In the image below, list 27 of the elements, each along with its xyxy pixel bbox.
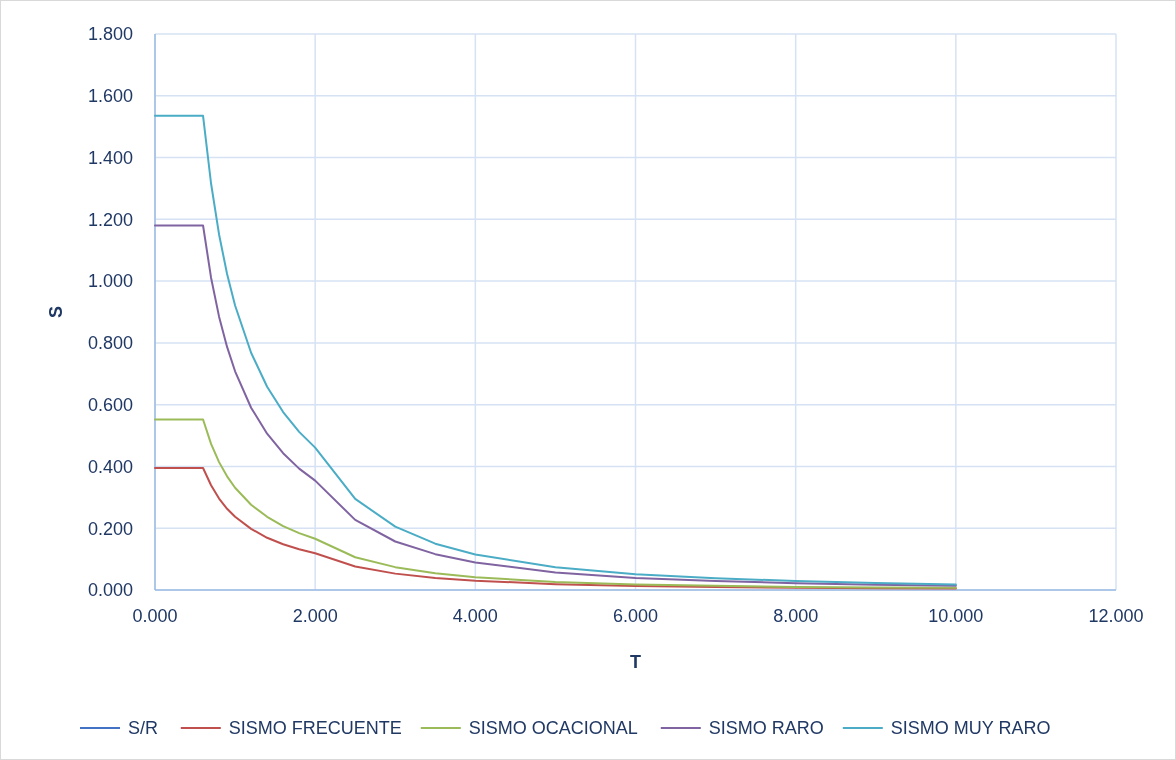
y-tick-label: 0.800 bbox=[87, 333, 133, 354]
legend-label: SISMO MUY RARO bbox=[890, 718, 1051, 739]
y-tick-label: 0.400 bbox=[87, 456, 133, 477]
x-tick-label: 10.000 bbox=[928, 606, 984, 626]
y-tick-label: 1.200 bbox=[87, 209, 133, 230]
legend-label: SISMO FRECUENTE bbox=[228, 718, 402, 739]
y-tick-label: 0.600 bbox=[87, 394, 133, 415]
x-tick-label: 6.000 bbox=[612, 606, 659, 626]
legend-label: SISMO OCACIONAL bbox=[468, 718, 638, 739]
x-tick-label: 8.000 bbox=[773, 606, 819, 626]
y-tick-label: 1.800 bbox=[87, 24, 133, 45]
x-tick-label: 4.000 bbox=[452, 606, 498, 626]
x-tick-label: 0.000 bbox=[132, 606, 178, 626]
legend-label: S/R bbox=[128, 718, 159, 739]
y-axis-title: S bbox=[46, 305, 66, 319]
x-tick-label: 12.000 bbox=[1088, 606, 1144, 626]
line-series bbox=[154, 224, 957, 587]
line-series bbox=[154, 418, 957, 589]
legend-label: SISMO RARO bbox=[708, 718, 824, 739]
y-tick-label: 1.400 bbox=[87, 147, 133, 168]
x-axis-title: T bbox=[630, 652, 641, 672]
y-tick-label: 1.600 bbox=[87, 86, 133, 107]
y-tick-label: 0.000 bbox=[87, 580, 133, 601]
y-tick-label: 0.200 bbox=[87, 518, 133, 539]
x-tick-label: 2.000 bbox=[292, 606, 338, 626]
line-series bbox=[154, 114, 957, 586]
y-tick-label: 1.000 bbox=[87, 271, 133, 292]
